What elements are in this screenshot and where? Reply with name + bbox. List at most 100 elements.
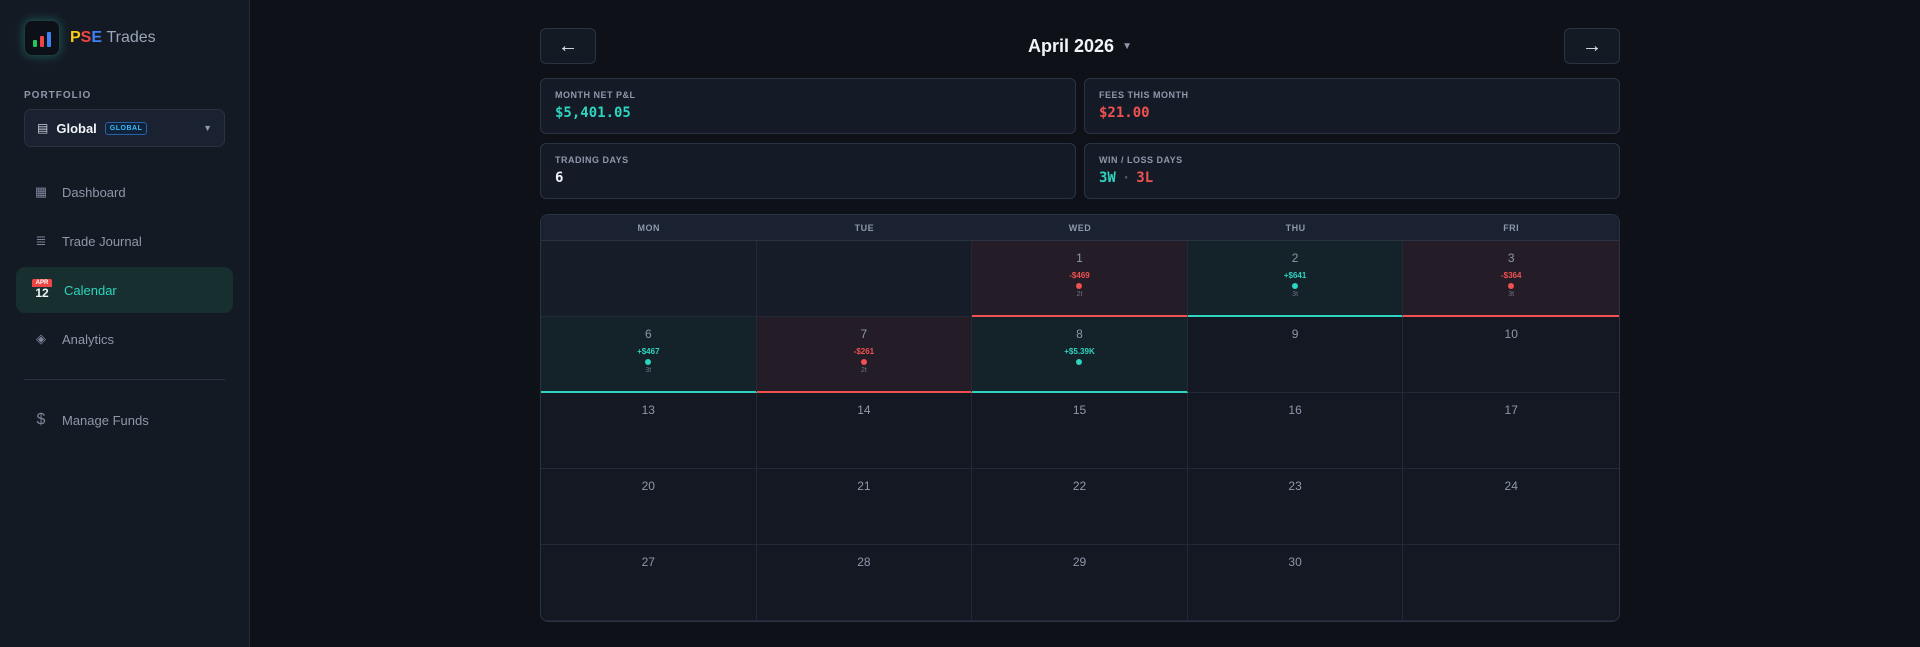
stat-trading-days: TRADING DAYS 6 bbox=[540, 143, 1076, 199]
main-content: ← April 2026 ▼ → MONTH NET P&L $5,401.05… bbox=[250, 0, 1920, 647]
chevron-down-icon: ▼ bbox=[203, 123, 212, 133]
day-number: 21 bbox=[857, 479, 871, 493]
calendar-day-13[interactable]: 13 bbox=[541, 393, 757, 469]
stat-label: TRADING DAYS bbox=[555, 155, 629, 165]
day-number: 23 bbox=[1288, 479, 1302, 493]
calendar-day-27[interactable]: 27 bbox=[541, 545, 757, 621]
calendar-day-23[interactable]: 23 bbox=[1187, 469, 1404, 545]
portfolio-label: PORTFOLIO bbox=[24, 90, 92, 101]
calendar-day-21[interactable]: 21 bbox=[756, 469, 973, 545]
calendar-day-30[interactable]: 30 bbox=[1187, 545, 1404, 621]
sidebar-item-label: Dashboard bbox=[62, 184, 126, 200]
dollar-icon: $ bbox=[36, 411, 46, 428]
stat-value: $5,401.05 bbox=[555, 105, 631, 121]
stat-label: MONTH NET P&L bbox=[555, 90, 636, 100]
calendar-day-17[interactable]: 17 bbox=[1403, 393, 1619, 469]
calendar-day-15[interactable]: 15 bbox=[972, 393, 1188, 469]
notebook-icon: ▤ bbox=[37, 121, 49, 135]
day-number: 16 bbox=[1288, 403, 1302, 417]
calendar-day-9[interactable]: 9 bbox=[1187, 317, 1404, 393]
day-number: 7 bbox=[860, 327, 868, 341]
divider bbox=[24, 379, 225, 380]
stat-value: 6 bbox=[555, 170, 564, 186]
sidebar-item-label: Calendar bbox=[64, 282, 117, 298]
prev-month-button[interactable]: ← bbox=[540, 28, 596, 64]
caret-down-icon: ▼ bbox=[1122, 40, 1132, 52]
stats-grid: MONTH NET P&L $5,401.05 FEES THIS MONTH … bbox=[540, 78, 1620, 199]
day-pnl: -$261 bbox=[853, 347, 875, 356]
next-month-button[interactable]: → bbox=[1563, 28, 1620, 64]
sidebar-item-manage-funds[interactable]: $ Manage Funds bbox=[16, 397, 233, 443]
calendar-day-7[interactable]: 7 -$261 2t bbox=[756, 317, 973, 393]
calendar-day-blank bbox=[1403, 545, 1619, 621]
day-pnl: -$364 bbox=[1500, 271, 1522, 280]
day-number: 27 bbox=[641, 555, 655, 569]
sidebar-item-trade-journal[interactable]: ≣ Trade Journal bbox=[16, 218, 233, 264]
win-dot-icon bbox=[645, 359, 652, 365]
day-number: 1 bbox=[1076, 251, 1083, 265]
calendar-days: 1 -$469 2t 2 +$641 3t 3 -$364 3t 6 +$467 3t 7 -$261 2t… bbox=[541, 241, 1619, 621]
calendar-day-8[interactable]: 8 +$5.39K bbox=[972, 317, 1188, 393]
diamond-icon: ◈ bbox=[36, 331, 46, 346]
separator: · bbox=[1121, 170, 1131, 186]
weekday-label: FRI bbox=[1503, 223, 1520, 233]
day-number: 9 bbox=[1291, 327, 1299, 341]
sidebar-item-label: Analytics bbox=[62, 331, 115, 347]
sidebar-item-dashboard[interactable]: ▦ Dashboard bbox=[16, 169, 233, 215]
calendar-icon: APR 12 bbox=[32, 279, 52, 301]
day-number: 14 bbox=[857, 403, 871, 417]
calendar-day-1[interactable]: 1 -$469 2t bbox=[972, 241, 1188, 317]
day-number: 10 bbox=[1504, 327, 1518, 341]
sidebar-item-calendar[interactable]: APR 12 Calendar bbox=[16, 267, 233, 313]
sidebar-item-analytics[interactable]: ◈ Analytics bbox=[16, 316, 233, 362]
day-number: 8 bbox=[1076, 327, 1083, 341]
calendar-day-6[interactable]: 6 +$467 3t bbox=[541, 317, 757, 393]
stat-net-pnl: MONTH NET P&L $5,401.05 bbox=[540, 78, 1076, 134]
calendar-day-22[interactable]: 22 bbox=[972, 469, 1188, 545]
day-number: 24 bbox=[1504, 479, 1518, 493]
weekday-label: TUE bbox=[854, 223, 875, 233]
month-title: April 2026 bbox=[1028, 35, 1115, 56]
loss-days: 3L bbox=[1136, 170, 1154, 186]
portfolio-selector[interactable]: ▤ Global GLOBAL ▼ bbox=[24, 109, 225, 147]
loss-dot-icon bbox=[1508, 283, 1515, 289]
calendar-grid: MON TUE WED THU FRI 1 -$469 2t 2 +$641 3t 3 -$364 3t… bbox=[540, 214, 1620, 622]
day-number: 13 bbox=[641, 403, 655, 417]
loss-dot-icon bbox=[860, 359, 867, 365]
calendar-day-29[interactable]: 29 bbox=[972, 545, 1188, 621]
month-selector[interactable]: April 2026 ▼ bbox=[1028, 36, 1132, 57]
weekday-header: MON TUE WED THU FRI bbox=[541, 215, 1619, 241]
day-number: 20 bbox=[641, 479, 655, 493]
calendar-page: ← April 2026 ▼ → MONTH NET P&L $5,401.05… bbox=[540, 28, 1620, 622]
stat-value: 3W · 3L bbox=[1099, 170, 1605, 186]
calendar-day-3[interactable]: 3 -$364 3t bbox=[1403, 241, 1619, 317]
grid-icon: ▦ bbox=[34, 184, 48, 199]
calendar-day-2[interactable]: 2 +$641 3t bbox=[1187, 241, 1404, 317]
day-number: 6 bbox=[644, 327, 652, 341]
day-number: 2 bbox=[1291, 251, 1299, 265]
sidebar-item-label: Manage Funds bbox=[62, 412, 149, 428]
day-pnl: +$641 bbox=[1283, 271, 1307, 280]
calendar-day-14[interactable]: 14 bbox=[756, 393, 973, 469]
stat-fees: FEES THIS MONTH $21.00 bbox=[1084, 78, 1620, 134]
loss-dot-icon bbox=[1076, 283, 1083, 289]
portfolio-badge: GLOBAL bbox=[104, 121, 148, 135]
chart-logo-icon bbox=[24, 20, 60, 56]
calendar-day-28[interactable]: 28 bbox=[756, 545, 973, 621]
sidebar-item-label: Trade Journal bbox=[62, 233, 142, 249]
calendar-day-24[interactable]: 24 bbox=[1403, 469, 1619, 545]
calendar-day-16[interactable]: 16 bbox=[1187, 393, 1404, 469]
month-navigation: ← April 2026 ▼ → bbox=[540, 28, 1620, 64]
day-pnl: +$5.39K bbox=[1064, 347, 1095, 356]
stat-label: FEES THIS MONTH bbox=[1099, 90, 1189, 100]
calendar-day-blank bbox=[541, 241, 757, 317]
day-number: 15 bbox=[1072, 403, 1087, 417]
sidebar: PSE Trades PORTFOLIO ▤ Global GLOBAL ▼ ▦… bbox=[0, 0, 250, 647]
day-number: 29 bbox=[1072, 555, 1087, 569]
calendar-day-10[interactable]: 10 bbox=[1403, 317, 1619, 393]
stat-win-loss: WIN / LOSS DAYS 3W · 3L bbox=[1084, 143, 1620, 199]
day-number: 17 bbox=[1504, 403, 1518, 417]
calendar-day-20[interactable]: 20 bbox=[541, 469, 757, 545]
weekday-label: MON bbox=[637, 223, 661, 233]
brand[interactable]: PSE Trades bbox=[16, 20, 233, 56]
